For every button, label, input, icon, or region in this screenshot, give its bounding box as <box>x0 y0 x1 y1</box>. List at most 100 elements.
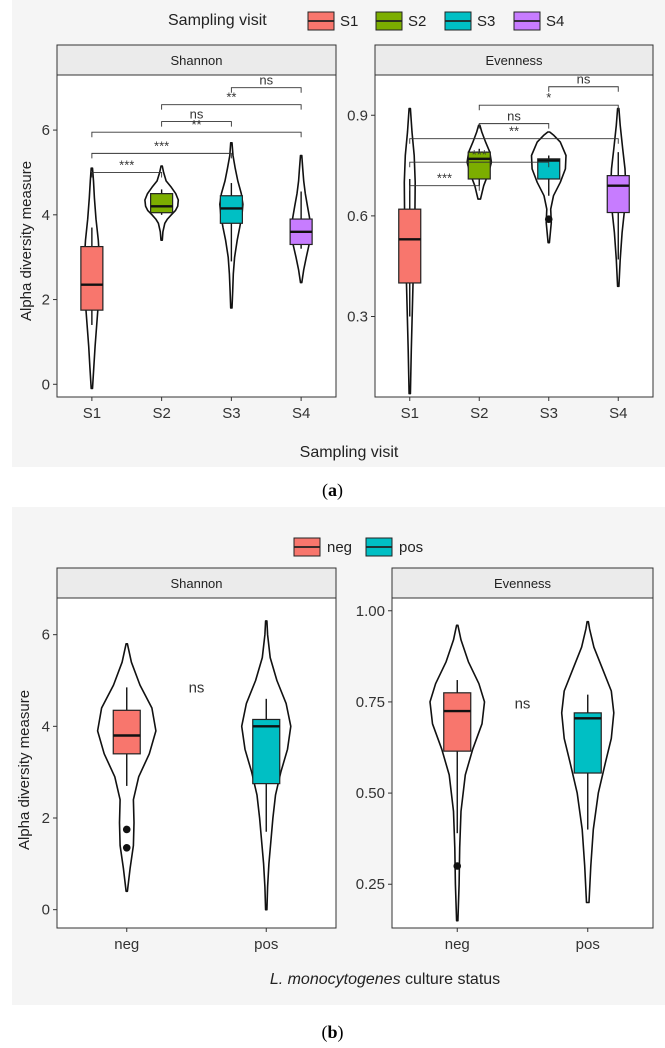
x-tick-label: neg <box>445 936 470 953</box>
box-pos <box>252 718 281 785</box>
legend-a-label-s1: S1 <box>340 13 358 30</box>
facet-strip <box>56 44 337 76</box>
significance-bracket <box>478 123 550 129</box>
facet-strip-label: Shannon <box>170 53 222 68</box>
x-tick-label: pos <box>576 936 600 953</box>
x-tick-label: pos <box>254 936 278 953</box>
panel-a-xlabel: Sampling visit <box>300 444 399 461</box>
y-tick-label: 4 <box>42 718 50 735</box>
x-tick-label: S1 <box>83 405 101 422</box>
box-S4 <box>606 175 630 214</box>
caption-a: (a) <box>322 480 343 500</box>
significance-bracket <box>478 104 619 111</box>
significance-label: ** <box>191 117 201 132</box>
facet-strip-label: Shannon <box>170 576 222 591</box>
caption-b: (b) <box>321 1022 344 1042</box>
significance-bracket <box>409 161 550 168</box>
facet-strip <box>56 567 337 599</box>
y-tick-label: 0.50 <box>356 785 385 802</box>
x-tick-label: S4 <box>609 405 627 422</box>
significance-bracket <box>230 87 302 93</box>
caption-a-letter: a <box>328 480 337 500</box>
panel-b-ylabel: Alpha diversity measure <box>16 690 33 850</box>
y-tick-label: 2 <box>42 810 50 827</box>
significance-bracket <box>161 121 232 127</box>
box-neg <box>112 709 141 755</box>
facet-strip-label: Evenness <box>494 576 552 591</box>
violin-pos <box>560 620 615 904</box>
y-tick-label: 0.6 <box>347 208 368 225</box>
significance-label: ns <box>515 696 531 713</box>
y-tick-label: 6 <box>42 627 50 644</box>
y-tick-label: 0 <box>42 376 50 393</box>
x-tick-label: S3 <box>222 405 240 422</box>
box-S1 <box>398 208 422 284</box>
significance-bracket <box>548 86 619 92</box>
y-tick-label: 4 <box>42 207 50 224</box>
y-tick-label: 0 <box>42 902 50 919</box>
facet-strip <box>391 567 654 599</box>
box-S3 <box>537 158 561 180</box>
significance-label: *** <box>119 157 134 172</box>
x-tick-label: neg <box>114 936 139 953</box>
box-S2 <box>150 193 174 214</box>
legend-b-label-pos: pos <box>399 539 423 556</box>
violin-pos <box>240 620 292 911</box>
box-neg <box>443 692 472 752</box>
panel-b-xlabel-rest: culture status <box>401 971 501 988</box>
facet-strip <box>374 44 654 76</box>
outlier-point <box>544 215 553 224</box>
significance-bracket <box>91 152 232 159</box>
significance-label: *** <box>437 171 452 186</box>
significance-bracket <box>161 104 302 110</box>
y-tick-label: 2 <box>42 292 50 309</box>
caption-b-letter: b <box>327 1022 338 1042</box>
legend-a-label-s3: S3 <box>477 13 495 30</box>
y-tick-label: 0.9 <box>347 107 368 124</box>
legend-b: neg pos <box>293 537 423 557</box>
y-tick-label: 0.3 <box>347 309 368 326</box>
significance-label: ** <box>509 124 519 139</box>
significance-label: * <box>546 90 551 105</box>
significance-label: ns <box>190 107 204 122</box>
plot-area <box>56 74 337 398</box>
violin-S3 <box>530 131 567 244</box>
legend-a: Sampling visit S1 S2 S3 S4 <box>168 11 564 31</box>
facet-3-evenness: Evenness 0.25 0.50 0.75 1.00 neg pos ns <box>356 567 654 953</box>
significance-bracket <box>91 131 302 138</box>
significance-label: ns <box>259 73 273 88</box>
significance-bracket <box>409 185 480 191</box>
x-tick-label: S4 <box>292 405 310 422</box>
x-tick-label: S2 <box>470 405 488 422</box>
outlier-point <box>122 825 131 834</box>
significance-label: ns <box>189 679 205 696</box>
y-tick-label: 1.00 <box>356 603 385 620</box>
significance-bracket <box>91 171 163 178</box>
violin-S2 <box>144 165 180 241</box>
outlier-point <box>453 862 462 870</box>
legend-b-label-neg: neg <box>327 539 352 556</box>
x-tick-label: S1 <box>401 405 419 422</box>
significance-label: *** <box>472 147 487 162</box>
significance-label: ** <box>226 90 236 105</box>
significance-bracket <box>409 138 619 144</box>
plot-area <box>391 597 654 929</box>
y-tick-label: 0.25 <box>356 876 385 893</box>
violin-neg <box>429 624 486 922</box>
significance-label: ns <box>507 109 521 124</box>
legend-a-label-s4: S4 <box>546 13 564 30</box>
plot-area <box>56 597 337 929</box>
facet-2-shannon: Shannon 0 2 4 6 neg pos ns <box>42 567 337 953</box>
box-S1 <box>80 245 104 311</box>
panel-a-ylabel: Alpha diversity measure <box>18 161 35 321</box>
facet-strip-label: Evenness <box>485 53 543 68</box>
significance-label: *** <box>154 138 169 153</box>
y-tick-label: 6 <box>42 122 50 139</box>
legend-a-title: Sampling visit <box>168 12 267 29</box>
x-tick-label: S2 <box>152 405 170 422</box>
panel-b-xlabel: L. monocytogenes culture status <box>270 971 500 988</box>
